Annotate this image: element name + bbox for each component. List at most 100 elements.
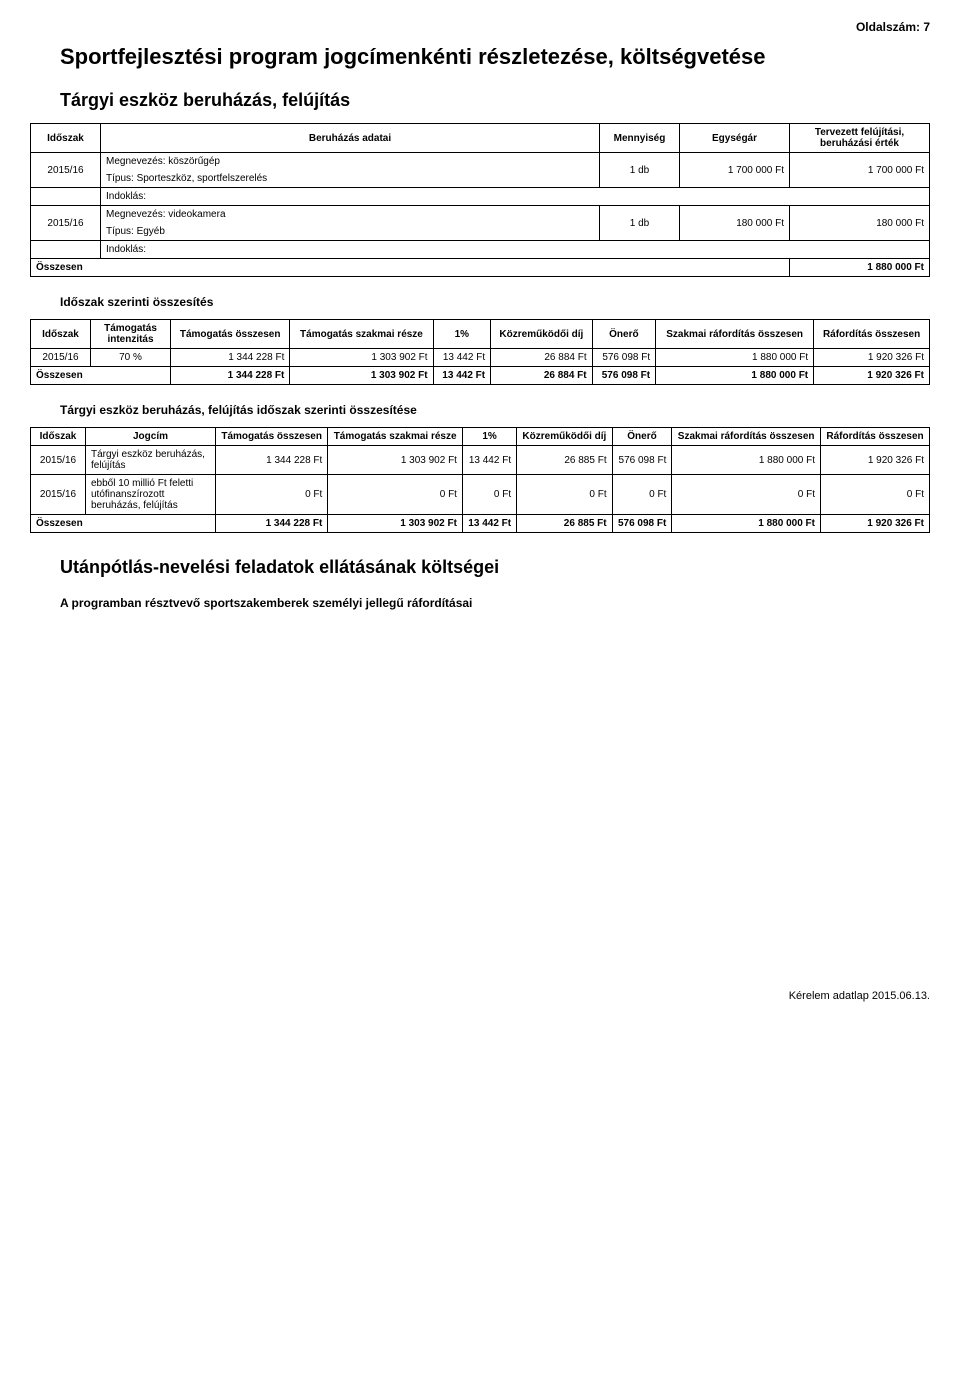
t2-h6: Önerő: [592, 320, 656, 349]
cell: [31, 188, 101, 206]
cell: 2015/16: [31, 349, 91, 367]
cell: 0 Ft: [328, 475, 463, 515]
section-title-2: Utánpótlás-nevelési feladatok ellátásána…: [60, 557, 930, 578]
cell: 1 303 902 Ft: [290, 367, 433, 385]
t1-h-qty: Mennyiség: [600, 124, 680, 153]
table-total-row: Összesen1 344 228 Ft1 303 902 Ft13 442 F…: [31, 515, 930, 533]
cell: 1 344 228 Ft: [216, 446, 328, 475]
cell: Összesen: [31, 515, 216, 533]
t3-h1: Jogcím: [86, 428, 216, 446]
page-number: Oldalszám: 7: [30, 20, 930, 34]
t2-h0: Időszak: [31, 320, 91, 349]
cell: 1 700 000 Ft: [790, 153, 930, 188]
t2-h3: Támogatás szakmai része: [290, 320, 433, 349]
cell: 576 098 Ft: [592, 367, 656, 385]
investment-table: Időszak Beruházás adatai Mennyiség Egysé…: [30, 123, 930, 277]
cell: 1 880 000 Ft: [656, 367, 814, 385]
cell: 2015/16: [31, 446, 86, 475]
cell: Indoklás:: [101, 241, 930, 259]
cell: 1 700 000 Ft: [680, 153, 790, 188]
t3-h7: Szakmai ráfordítás összesen: [672, 428, 821, 446]
t3-h2: Támogatás összesen: [216, 428, 328, 446]
t3-h4: 1%: [462, 428, 516, 446]
cell: 576 098 Ft: [592, 349, 656, 367]
cell: Megnevezés: videokamera: [101, 206, 600, 224]
t1-h-investment: Beruházás adatai: [101, 124, 600, 153]
cell: ebből 10 millió Ft feletti utófinanszíro…: [86, 475, 216, 515]
table-row: 2015/16Tárgyi eszköz beruházás, felújítá…: [31, 446, 930, 475]
cell: 576 098 Ft: [612, 446, 672, 475]
table-row: 2015/16 70 % 1 344 228 Ft 1 303 902 Ft 1…: [31, 349, 930, 367]
cell: 2015/16: [31, 153, 101, 188]
cell: 1 880 000 Ft: [672, 446, 821, 475]
period-summary-table: Időszak Támogatás intenzitás Támogatás ö…: [30, 319, 930, 385]
t2-h2: Támogatás összesen: [171, 320, 290, 349]
cell: 13 442 Ft: [433, 367, 491, 385]
t3-h8: Ráfordítás összesen: [821, 428, 930, 446]
table-row: 2015/16Megnevezés: köszörűgép1 db1 700 0…: [31, 153, 930, 171]
cell: 1 303 902 Ft: [290, 349, 433, 367]
cell: 1 880 000 Ft: [790, 259, 930, 277]
t2-h1: Támogatás intenzitás: [91, 320, 171, 349]
cell: 1 344 228 Ft: [171, 349, 290, 367]
cell: 1 920 326 Ft: [814, 367, 930, 385]
cell: 1 920 326 Ft: [821, 446, 930, 475]
cell: 0 Ft: [821, 475, 930, 515]
t1-h-period: Időszak: [31, 124, 101, 153]
table-total-row: Összesen1 880 000 Ft: [31, 259, 930, 277]
table-row: 2015/16ebből 10 millió Ft feletti utófin…: [31, 475, 930, 515]
table-row: 2015/16Megnevezés: videokamera1 db180 00…: [31, 206, 930, 224]
t3-h5: Közreműködői díj: [517, 428, 613, 446]
cell: 1 db: [600, 153, 680, 188]
cell: 13 442 Ft: [462, 515, 516, 533]
cell: 26 885 Ft: [517, 446, 613, 475]
t1-h-unitprice: Egységár: [680, 124, 790, 153]
cell: 180 000 Ft: [790, 206, 930, 241]
section-2-sub: A programban résztvevő sportszakemberek …: [60, 596, 930, 610]
cell: 2015/16: [31, 206, 101, 241]
cell: 0 Ft: [612, 475, 672, 515]
cell: 2015/16: [31, 475, 86, 515]
cell: 1 db: [600, 206, 680, 241]
table-row: Indoklás:: [31, 188, 930, 206]
cell: 26 884 Ft: [491, 349, 593, 367]
t2-h8: Ráfordítás összesen: [814, 320, 930, 349]
t3-h0: Időszak: [31, 428, 86, 446]
cell: 0 Ft: [672, 475, 821, 515]
t2-h5: Közreműködői díj: [491, 320, 593, 349]
cell: 13 442 Ft: [462, 446, 516, 475]
t2-h7: Szakmai ráfordítás összesen: [656, 320, 814, 349]
cell: 26 884 Ft: [491, 367, 593, 385]
cell: 1 920 326 Ft: [821, 515, 930, 533]
cell: Típus: Sporteszköz, sportfelszerelés: [101, 170, 600, 188]
cell: 0 Ft: [517, 475, 613, 515]
t2-h4: 1%: [433, 320, 491, 349]
sub-title-1: Időszak szerinti összesítés: [60, 295, 930, 309]
cell: [31, 241, 101, 259]
cell: Megnevezés: köszörűgép: [101, 153, 600, 171]
cell: 1 344 228 Ft: [216, 515, 328, 533]
cell: 1 344 228 Ft: [171, 367, 290, 385]
main-title: Sportfejlesztési program jogcímenkénti r…: [60, 44, 930, 70]
cell: Indoklás:: [101, 188, 930, 206]
t1-h-planned: Tervezett felújítási, beruházási érték: [790, 124, 930, 153]
cell: 1 880 000 Ft: [656, 349, 814, 367]
cell: 1 303 902 Ft: [328, 446, 463, 475]
cell: Összesen: [31, 367, 171, 385]
cell: 180 000 Ft: [680, 206, 790, 241]
cell: Típus: Egyéb: [101, 223, 600, 241]
footer-text: Kérelem adatlap 2015.06.13.: [30, 990, 930, 1002]
t3-h6: Önerő: [612, 428, 672, 446]
table-row: Indoklás:: [31, 241, 930, 259]
section-title-1: Tárgyi eszköz beruházás, felújítás: [60, 90, 930, 111]
cell: 26 885 Ft: [517, 515, 613, 533]
cell: 70 %: [91, 349, 171, 367]
cell: 1 880 000 Ft: [672, 515, 821, 533]
jogcim-summary-table: Időszak Jogcím Támogatás összesen Támoga…: [30, 427, 930, 533]
cell: Összesen: [31, 259, 790, 277]
table-total-row: Összesen 1 344 228 Ft 1 303 902 Ft 13 44…: [31, 367, 930, 385]
cell: 0 Ft: [462, 475, 516, 515]
cell: 0 Ft: [216, 475, 328, 515]
cell: 1 920 326 Ft: [814, 349, 930, 367]
t3-h3: Támogatás szakmai része: [328, 428, 463, 446]
